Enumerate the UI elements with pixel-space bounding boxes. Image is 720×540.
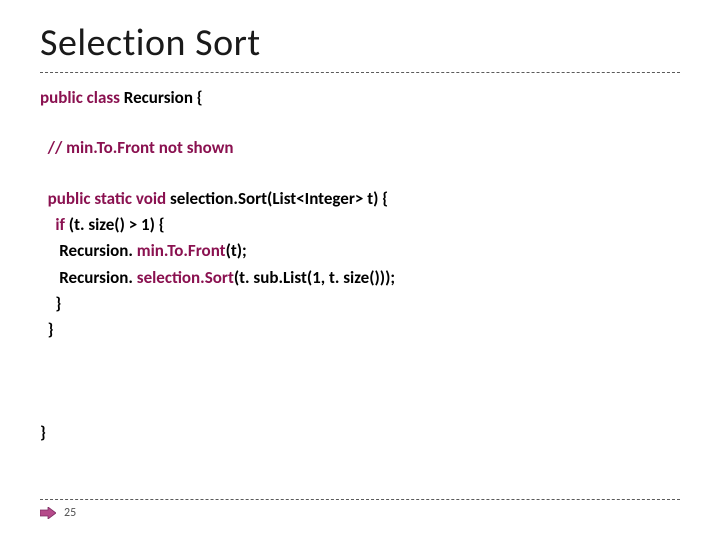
code-text: } (40, 319, 54, 340)
code-block: public class Recursion { // min.To.Front… (40, 85, 680, 447)
code-text: (t. size() > 1) { (69, 214, 165, 235)
title-divider (40, 72, 680, 73)
code-text: (t); (226, 240, 247, 261)
code-kw: public class (40, 87, 120, 108)
code-text: Recursion. (40, 240, 137, 261)
code-text: (t. sub.List(1, t. size())); (234, 267, 395, 288)
code-gap (40, 111, 680, 135)
code-comment: // min.To.Front not shown (40, 137, 234, 158)
code-method: min.To.Front (137, 240, 226, 261)
footer-row: 25 (40, 506, 680, 520)
code-text: } (40, 422, 46, 443)
slide-footer: 25 (40, 499, 680, 520)
code-gap (40, 162, 680, 186)
code-text: Recursion. (40, 267, 137, 288)
footer-divider (40, 499, 680, 500)
code-method: selection.Sort (137, 267, 234, 288)
slide: Selection Sort public class Recursion { … (0, 0, 720, 540)
page-number: 25 (64, 506, 76, 520)
code-kw: public static void (40, 188, 170, 209)
code-kw: if (40, 214, 69, 235)
slide-title: Selection Sort (40, 20, 680, 66)
code-text: Recursion { (120, 87, 203, 108)
code-gap (40, 370, 680, 394)
code-text: } (40, 293, 61, 314)
code-text: selection.Sort(List<Integer> t) { (170, 188, 388, 209)
arrow-icon (40, 507, 56, 519)
